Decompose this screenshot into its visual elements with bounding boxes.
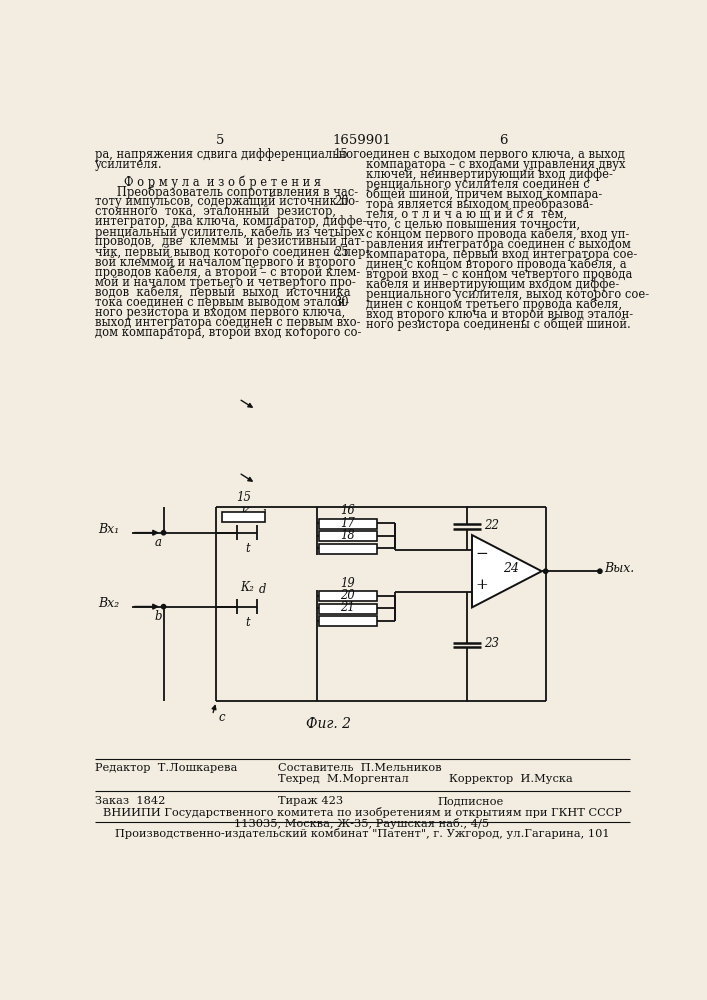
Text: 15: 15 [236,491,251,504]
Text: стоянного  тока,  эталонный  резистор,: стоянного тока, эталонный резистор, [95,205,336,218]
Text: 20: 20 [334,195,349,208]
Text: ренциального усилителя соединен с: ренциального усилителя соединен с [366,178,590,191]
Text: 25: 25 [334,246,349,259]
Text: c: c [218,711,225,724]
Text: Составитель  П.Мельников: Составитель П.Мельников [279,763,442,773]
Text: 113035, Москва, Ж-35, Раушская наб., 4/5: 113035, Москва, Ж-35, Раушская наб., 4/5 [235,818,489,829]
Text: второй вход – с концом четвертого провода: второй вход – с концом четвертого провод… [366,268,632,281]
Text: −: − [475,547,488,561]
Text: 16: 16 [340,504,355,517]
Text: t: t [245,616,250,629]
Text: компаратора, первый вход интегратора сое-: компаратора, первый вход интегратора сое… [366,248,637,261]
Bar [319,604,377,614]
Text: тока соединен с первым выводом эталон-: тока соединен с первым выводом эталон- [95,296,349,309]
Text: 24: 24 [503,562,519,575]
Circle shape [161,604,165,609]
Text: Тираж 423: Тираж 423 [279,796,344,806]
Text: вход второго ключа и второй вывод эталон-: вход второго ключа и второй вывод эталон… [366,308,633,321]
Text: равления интегратора соединен с выходом: равления интегратора соединен с выходом [366,238,631,251]
Text: a: a [155,536,162,549]
Text: Техред  М.Моргентал: Техред М.Моргентал [279,774,409,784]
Text: динен с концом второго провода кабеля, а: динен с концом второго провода кабеля, а [366,258,626,271]
Text: Вх₁: Вх₁ [98,523,119,536]
Text: Корректор  И.Муска: Корректор И.Муска [449,774,573,784]
Text: К₁: К₁ [240,507,255,520]
Text: проводов,  две  клеммы  и резистивный дат-: проводов, две клеммы и резистивный дат- [95,235,364,248]
Text: 19: 19 [340,577,355,590]
Text: Производственно-издательский комбинат "Патент", г. Ужгород, ул.Гагарина, 101: Производственно-издательский комбинат "П… [115,828,609,839]
Text: 15: 15 [334,148,349,161]
Text: d: d [259,509,267,522]
Text: 20: 20 [340,589,355,602]
Circle shape [544,569,548,573]
Text: t: t [245,542,250,555]
Text: дом компаратора, второй вход которого со-: дом компаратора, второй вход которого со… [95,326,361,339]
Bar [223,512,265,522]
Text: Преобразователь сопротивления в час-: Преобразователь сопротивления в час- [95,185,358,199]
Text: Вых.: Вых. [604,562,634,575]
Text: Заказ  1842: Заказ 1842 [95,796,165,806]
Text: выход интегратора соединен с первым вхо-: выход интегратора соединен с первым вхо- [95,316,360,329]
Text: проводов кабеля, а второй – с второй клем-: проводов кабеля, а второй – с второй кле… [95,266,360,279]
Text: мой и началом третьего и четвертого про-: мой и началом третьего и четвертого про- [95,276,356,289]
Bar [319,544,377,554]
Text: тоту импульсов, содержащий источник по-: тоту импульсов, содержащий источник по- [95,195,358,208]
Text: 21: 21 [340,601,355,614]
Text: 18: 18 [340,529,355,542]
Text: К₂: К₂ [240,581,255,594]
Text: +: + [475,578,488,592]
Text: общей шиной, причем выход компара-: общей шиной, причем выход компара- [366,188,602,201]
Circle shape [161,531,165,535]
Text: ра, напряжения сдвига дифференциального: ра, напряжения сдвига дифференциального [95,148,366,161]
Text: 5: 5 [216,134,224,147]
Text: теля, о т л и ч а ю щ и й с я  тем,: теля, о т л и ч а ю щ и й с я тем, [366,208,567,221]
Bar [319,519,377,529]
Text: единен с выходом первого ключа, а выход: единен с выходом первого ключа, а выход [366,148,625,161]
Text: Ф о р м у л а  и з о б р е т е н и я: Ф о р м у л а и з о б р е т е н и я [95,175,321,189]
Text: 6: 6 [498,134,507,147]
Bar [319,616,377,626]
Text: 23: 23 [484,637,498,650]
Text: вой клеммой и началом первого и второго: вой клеммой и началом первого и второго [95,256,355,269]
Bar [319,591,377,601]
Text: ключей, неинвертирующий вход диффе-: ключей, неинвертирующий вход диффе- [366,168,613,181]
Text: динен с концом третьего провода кабеля,: динен с концом третьего провода кабеля, [366,298,622,311]
Text: Фиг. 2: Фиг. 2 [306,717,351,731]
Circle shape [597,569,602,573]
Text: компаратора – с входами управления двух: компаратора – с входами управления двух [366,158,625,171]
Text: d: d [259,583,267,596]
Text: 17: 17 [340,517,355,530]
Text: водов  кабеля,  первый  выход  источника: водов кабеля, первый выход источника [95,286,350,299]
Text: тора является выходом преобразова-: тора является выходом преобразова- [366,198,593,211]
Text: 1659901: 1659901 [332,134,392,147]
Text: 30: 30 [334,296,349,309]
Text: чик, первый вывод которого соединен с пер-: чик, первый вывод которого соединен с пе… [95,246,369,259]
Text: b: b [154,610,162,623]
Text: кабеля и инвертирующим входом диффе-: кабеля и инвертирующим входом диффе- [366,278,619,291]
Text: что, с целью повышения точности,: что, с целью повышения точности, [366,218,580,231]
Text: ренциальный усилитель, кабель из четырех: ренциальный усилитель, кабель из четырех [95,225,364,239]
Text: ренциального усилителя, выход которого сое-: ренциального усилителя, выход которого с… [366,288,649,301]
Text: ного резистора и входом первого ключа,: ного резистора и входом первого ключа, [95,306,345,319]
Text: ного резистора соединены с общей шиной.: ного резистора соединены с общей шиной. [366,318,631,331]
Text: с концом первого провода кабеля, вход уп-: с концом первого провода кабеля, вход уп… [366,228,629,241]
Text: 22: 22 [484,519,498,532]
Text: Редактор  Т.Лошкарева: Редактор Т.Лошкарева [95,763,237,773]
Polygon shape [472,535,542,607]
Text: Подписное: Подписное [437,796,503,806]
Text: усилителя.: усилителя. [95,158,162,171]
Text: ВНИИПИ Государственного комитета по изобретениям и открытиям при ГКНТ СССР: ВНИИПИ Государственного комитета по изоб… [103,807,621,818]
Bar [319,531,377,541]
Text: интегратор, два ключа, компаратор, диффе-: интегратор, два ключа, компаратор, диффе… [95,215,366,228]
Text: Вх₂: Вх₂ [98,597,119,610]
